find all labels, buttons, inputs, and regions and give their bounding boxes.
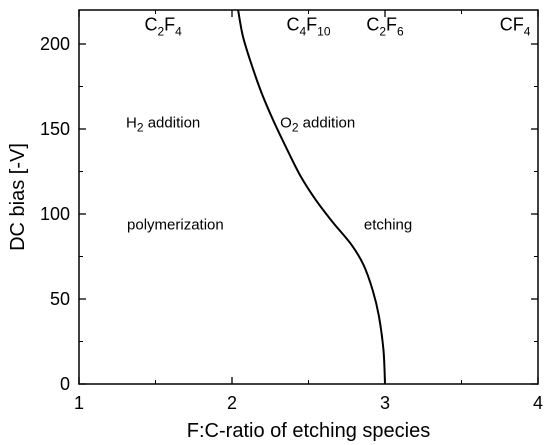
x-tick-label: 2	[227, 393, 237, 413]
species-label: CF4	[500, 14, 531, 38]
y-tick-label: 0	[60, 374, 70, 394]
x-tick-label: 3	[380, 393, 390, 413]
x-tick-label: 4	[533, 393, 543, 413]
y-tick-label: 150	[40, 119, 70, 139]
region-annotations: H2 addition O2 addition polymerization etch…	[126, 114, 412, 233]
species-label: C2F6	[366, 14, 404, 38]
axis-ticks	[78, 10, 539, 385]
region-annotation: polymerization	[127, 216, 224, 233]
region-annotation: etching	[364, 216, 412, 233]
region-annotation: H2 addition	[126, 114, 200, 134]
species-label: C4F10	[286, 14, 330, 38]
x-axis-label: F:C-ratio of etching species	[187, 420, 430, 442]
x-tick-label: 1	[74, 393, 84, 413]
species-label: C2F4	[144, 14, 182, 38]
plot-frame	[78, 9, 539, 385]
y-tick-label: 50	[50, 289, 70, 309]
species-labels: C2F4 C4F10 C2F6 CF4	[144, 14, 530, 38]
tick-labels: 1 2 3 4 0 50 100 150 200	[40, 34, 543, 413]
y-tick-label: 200	[40, 34, 70, 54]
y-axis-label: DC bias [-V]	[7, 143, 29, 251]
series-line	[237, 9, 386, 385]
y-tick-label: 100	[40, 204, 70, 224]
series-layer	[237, 9, 386, 385]
region-annotation: O2 addition	[280, 114, 355, 134]
